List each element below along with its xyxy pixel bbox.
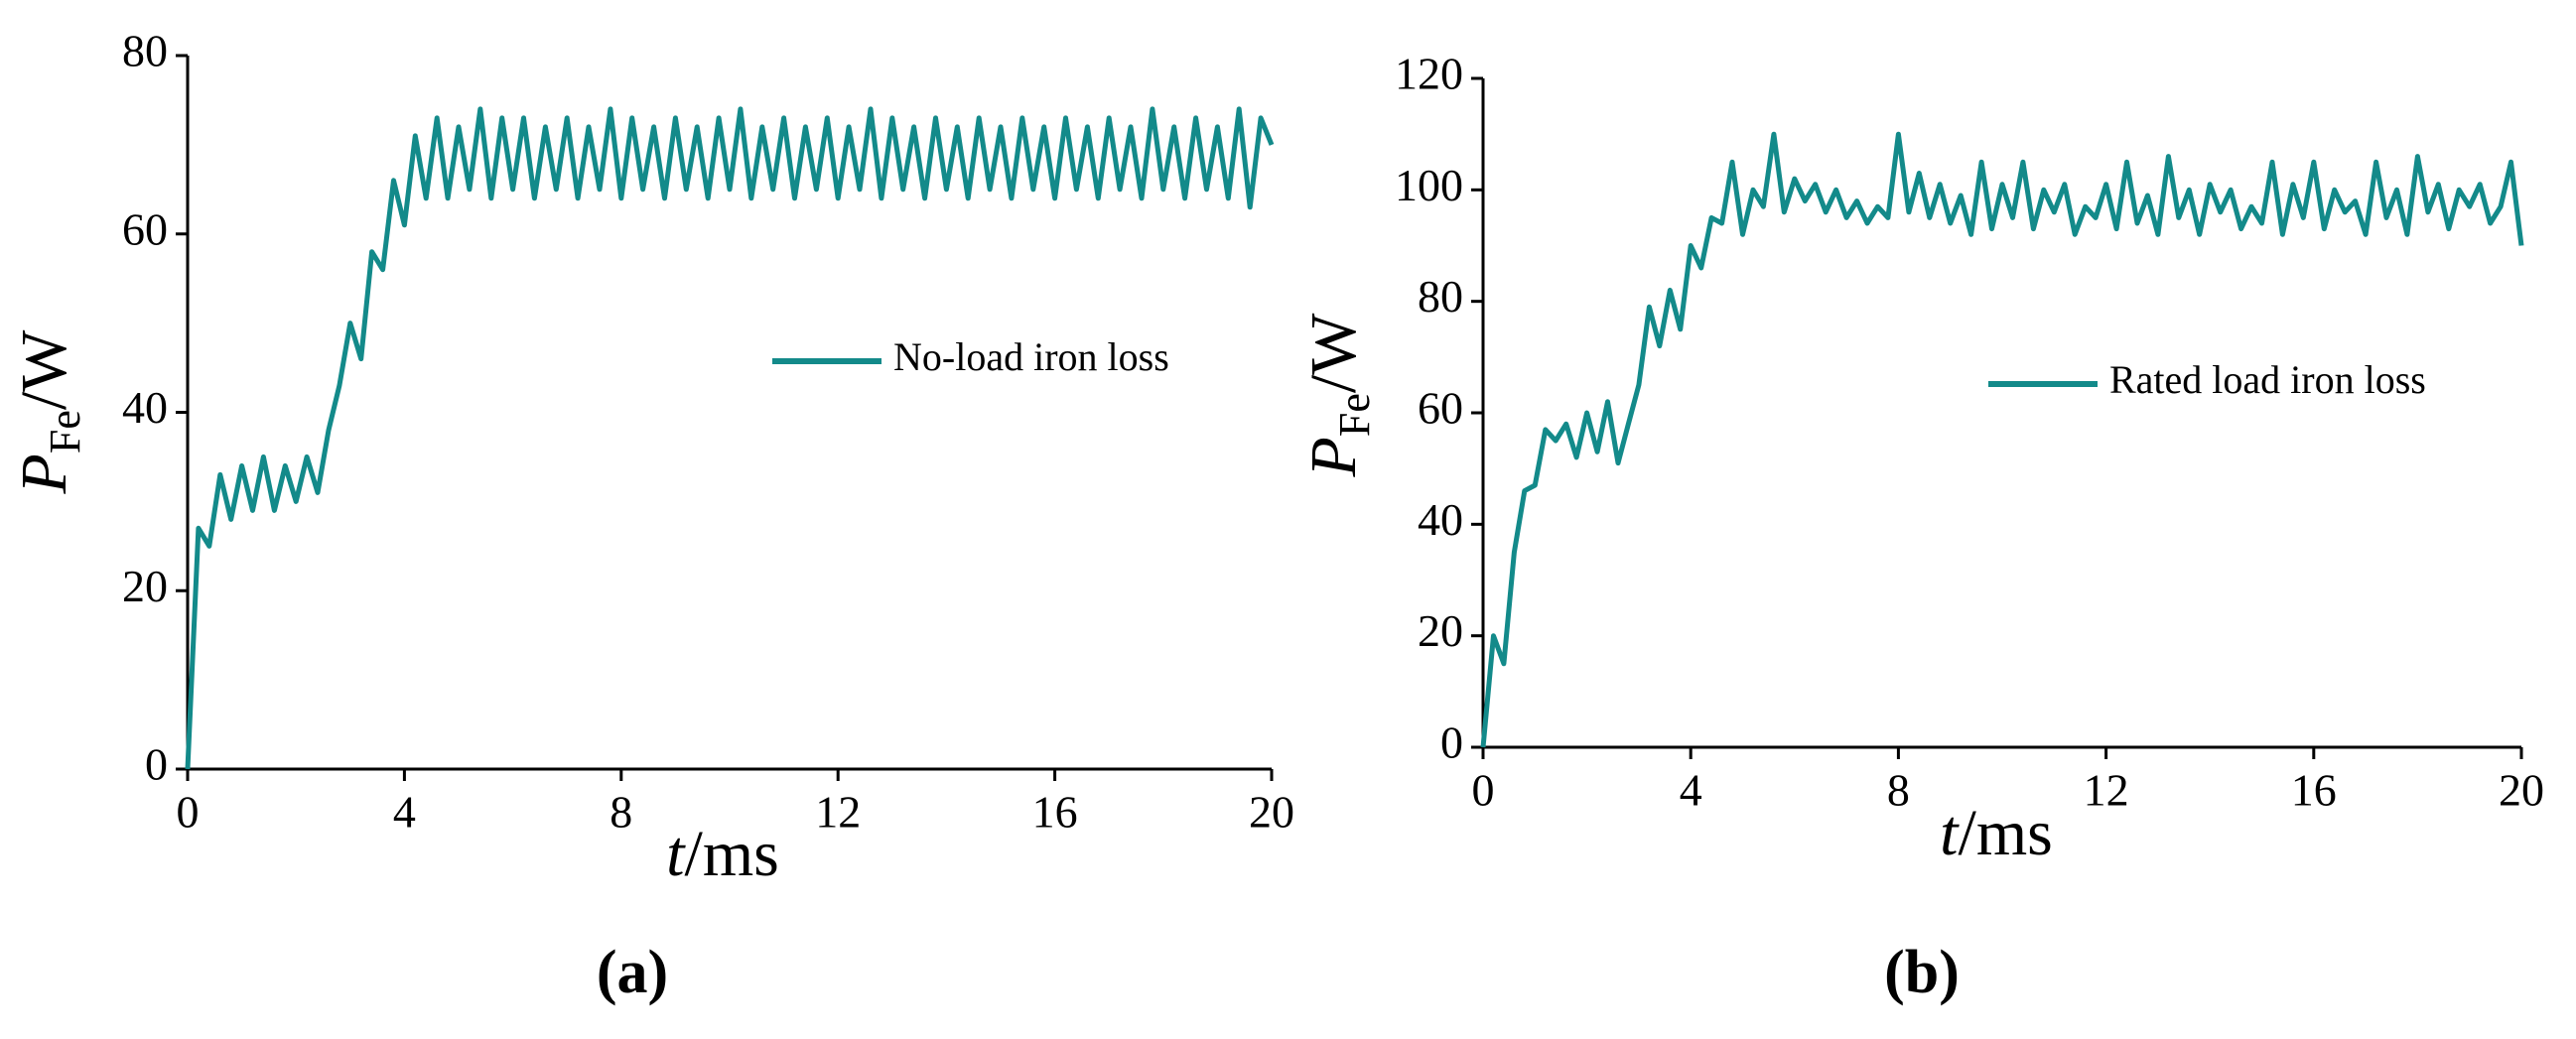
panel-label: (b) [1884,939,1960,1006]
y-tick-label: 0 [145,739,168,790]
y-tick-label: 60 [1418,383,1463,434]
x-tick-label: 20 [2499,765,2544,816]
y-label-unit: /W [8,329,80,410]
y-axis-label: PFe/W [1297,313,1379,478]
x-label-unit: /ms [684,818,778,890]
x-tick-label: 8 [1887,765,1910,816]
x-tick-label: 20 [1249,787,1294,838]
x-label-symbol: t [666,818,686,890]
y-tick-label: 100 [1395,160,1463,210]
y-tick-label: 120 [1395,49,1463,99]
x-tick-label: 4 [393,787,416,838]
y-label-subscript: Fe [41,410,89,454]
y-label-symbol: P [8,454,80,494]
y-tick-label: 20 [1418,605,1463,656]
y-tick-label: 80 [1418,271,1463,322]
panel: 0 20 40 60 80 100 120 0 4 8 12 16 20 PFe/W t/ms (b) Rate… [1297,49,2544,1006]
panel-label: (a) [597,939,668,1006]
x-tick-label: 4 [1680,765,1702,816]
x-label-symbol: t [1940,797,1960,869]
y-tick-label: 40 [1418,494,1463,545]
series-line [1480,131,2524,748]
series-line [185,106,1275,770]
x-tick-label: 0 [177,787,200,838]
y-tick-label: 40 [122,382,168,433]
y-tick-label: 20 [122,561,168,611]
x-tick-label: 16 [2291,765,2337,816]
x-tick-label: 12 [815,787,861,838]
x-tick-label: 8 [610,787,632,838]
x-tick-label: 0 [1472,765,1495,816]
y-tick-label: 60 [122,203,168,254]
y-label-subscript: Fe [1330,393,1379,437]
y-label-symbol: P [1297,437,1370,477]
y-axis-label: PFe/W [8,329,89,495]
x-axis-label: t/ms [666,818,779,890]
legend-label: No-load iron loss [893,334,1169,379]
x-label-unit: /ms [1958,797,2052,869]
y-tick-label: 80 [122,26,168,76]
x-tick-label: 16 [1032,787,1078,838]
x-axis-label: t/ms [1940,797,2053,869]
x-tick-label: 12 [2084,765,2129,816]
legend-label: Rated load iron loss [2109,357,2426,402]
y-tick-label: 0 [1440,717,1463,768]
y-label-unit: /W [1297,313,1370,393]
